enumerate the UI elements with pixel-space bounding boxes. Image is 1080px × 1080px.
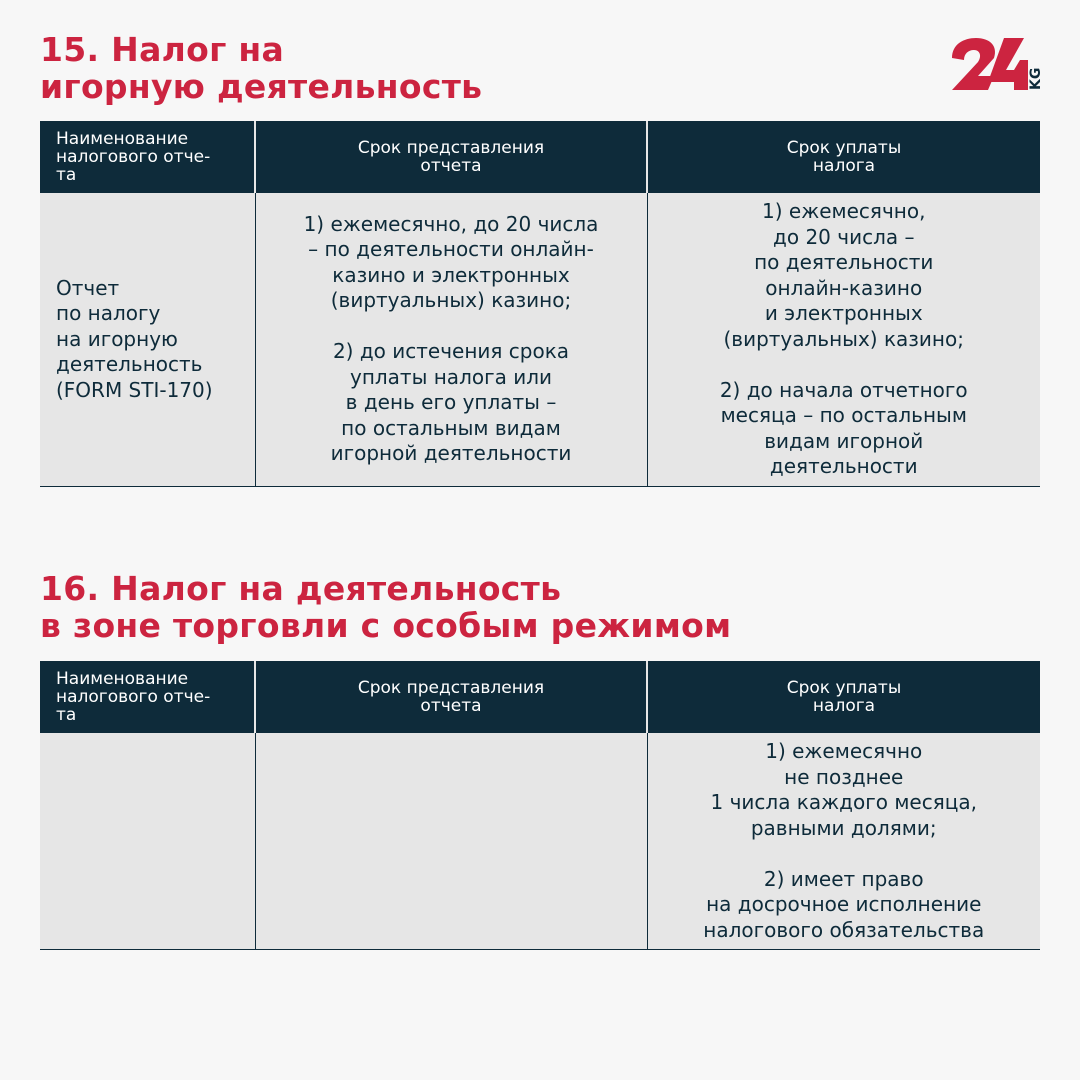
section-16-title: 16. Налог на деятельность в зоне торговл… [40,569,732,645]
cell-payment-deadline: 1) ежемесячно не позднее 1 числа каждого… [646,733,1040,950]
section-16-table: Наименование налогового отче- та Срок пр… [40,661,1040,950]
header-report-name: Наименование налогового отче- та [40,661,255,733]
section-15-table: Наименование налогового отче- та Срок пр… [40,121,1040,487]
header-payment-deadline: Срок уплаты налога [646,661,1040,733]
cell-payment-deadline: 1) ежемесячно, до 20 числа – по деятельн… [646,193,1040,487]
table-row: Отчет по налогу на игорную деятельность … [40,193,1040,487]
table-row: 1) ежемесячно не позднее 1 числа каждого… [40,733,1040,950]
cell-submission-deadline [254,733,647,950]
section-15-title: 15. Налог на игорную деятельность [40,30,483,106]
header-report-name: Наименование налогового отче- та [40,121,255,193]
header-submission-deadline: Срок представления отчета [254,121,647,193]
cell-submission-deadline: 1) ежемесячно, до 20 числа – по деятельн… [254,193,647,487]
cell-report-name: Отчет по налогу на игорную деятельность … [40,193,255,487]
header-payment-deadline: Срок уплаты налога [646,121,1040,193]
cell-report-name [40,733,255,950]
logo-suffix: KG [1028,68,1044,90]
header-submission-deadline: Срок представления отчета [254,661,647,733]
24kg-logo: KG [952,38,1044,90]
